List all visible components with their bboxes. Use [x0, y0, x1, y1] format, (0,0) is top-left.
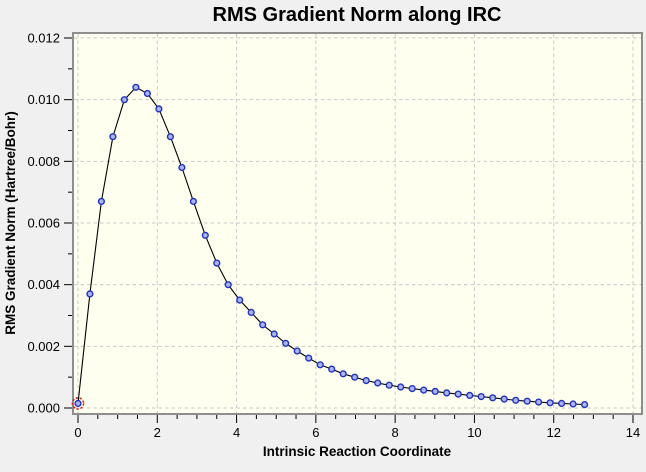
data-point-marker[interactable]	[213, 259, 221, 267]
data-point-marker[interactable]	[259, 321, 267, 329]
y-tick-label: 0.002	[27, 339, 60, 354]
y-tick-label: 0.000	[27, 401, 60, 416]
x-tick-label: 6	[312, 425, 319, 440]
chart-title: RMS Gradient Norm along IRC	[213, 4, 502, 26]
data-point-marker[interactable]	[109, 133, 117, 141]
data-point-marker[interactable]	[132, 83, 140, 91]
data-point-marker[interactable]	[557, 399, 566, 408]
x-tick-labels: 0 2 4 6 8 10 12 14	[74, 425, 640, 440]
data-point-marker[interactable]	[155, 105, 163, 113]
data-point-marker[interactable]	[569, 400, 577, 408]
x-tick-label: 8	[392, 425, 399, 440]
data-point-marker[interactable]	[247, 308, 255, 317]
x-tick-label: 14	[626, 425, 640, 440]
highlighted-point-ring[interactable]	[71, 396, 85, 410]
plot-frame	[72, 32, 643, 415]
data-point-marker[interactable]	[443, 389, 451, 397]
data-point-marker[interactable]	[166, 133, 175, 141]
y-tick-labels: 0.000 0.002 0.004 0.006 0.008 0.010 0.012	[27, 31, 60, 416]
data-point-marker[interactable]	[546, 399, 554, 407]
x-tick-label: 0	[74, 425, 81, 440]
y-tick-label: 0.012	[27, 31, 60, 46]
data-point-marker[interactable]	[580, 401, 589, 409]
y-tick-label: 0.008	[27, 154, 60, 169]
data-point-marker[interactable]	[512, 396, 520, 404]
data-point-marker[interactable]	[328, 365, 336, 373]
data-point-markers	[74, 83, 589, 409]
data-point-marker[interactable]	[201, 231, 209, 239]
data-point-marker[interactable]	[397, 383, 405, 391]
x-tick-label: 2	[154, 425, 161, 440]
data-point-marker[interactable]	[189, 197, 198, 206]
data-point-marker[interactable]	[454, 390, 462, 398]
x-axis-label: Intrinsic Reaction Coordinate	[263, 444, 452, 459]
gridlines	[74, 34, 641, 413]
data-point-marker[interactable]	[374, 379, 382, 387]
data-point-marker[interactable]	[74, 399, 82, 408]
x-tick-label: 4	[233, 425, 240, 440]
data-point-marker[interactable]	[236, 296, 244, 304]
data-point-marker[interactable]	[270, 330, 278, 338]
data-point-marker[interactable]	[431, 387, 439, 396]
data-point-marker[interactable]	[466, 391, 474, 400]
data-point-marker[interactable]	[305, 354, 313, 362]
y-tick-label: 0.010	[27, 92, 60, 107]
data-point-marker[interactable]	[477, 393, 485, 401]
x-tick-label: 12	[546, 425, 560, 440]
data-point-marker[interactable]	[408, 385, 416, 393]
data-point-marker[interactable]	[282, 339, 290, 347]
data-point-marker[interactable]	[351, 373, 359, 381]
data-point-marker[interactable]	[420, 386, 428, 394]
data-point-marker[interactable]	[339, 370, 347, 378]
data-point-marker[interactable]	[86, 290, 94, 298]
data-point-marker[interactable]	[178, 163, 186, 172]
data-point-marker[interactable]	[97, 197, 106, 206]
y-axis-label: RMS Gradient Norm (Hartree/Bohr)	[3, 111, 18, 335]
data-point-marker[interactable]	[362, 377, 370, 385]
data-point-marker[interactable]	[500, 395, 508, 403]
data-point-marker[interactable]	[316, 361, 324, 369]
y-tick-label: 0.004	[27, 277, 60, 292]
data-point-marker[interactable]	[224, 281, 232, 289]
x-tick-label: 10	[467, 425, 481, 440]
axis-ticks	[64, 37, 634, 423]
data-point-marker[interactable]	[489, 394, 497, 402]
data-point-marker[interactable]	[143, 89, 152, 98]
data-point-marker[interactable]	[534, 398, 543, 406]
data-point-marker[interactable]	[293, 347, 301, 355]
data-point-marker[interactable]	[523, 397, 531, 405]
data-point-marker[interactable]	[385, 381, 393, 389]
data-point-marker[interactable]	[120, 96, 129, 104]
y-tick-label: 0.006	[27, 216, 60, 231]
